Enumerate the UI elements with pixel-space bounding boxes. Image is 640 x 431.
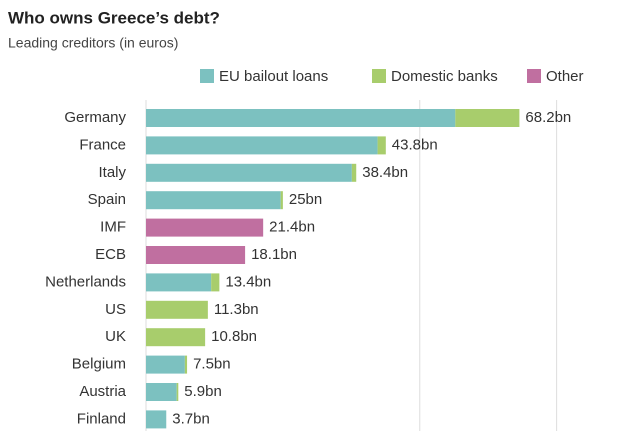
y-tick-label: UK [105,328,126,345]
y-tick-label: Netherlands [45,273,126,290]
bar-segment [351,163,357,182]
bar-segment [146,328,206,347]
y-tick-label: ECB [95,246,126,263]
bar-segment [146,410,167,429]
value-label: 18.1bn [251,246,297,263]
value-label: 68.2bn [525,109,571,126]
value-label: 11.3bn [214,301,259,318]
value-label: 38.4bn [362,164,408,181]
legend-label: Other [546,68,584,85]
bar-segment [184,355,188,374]
bar-segment [146,109,456,127]
bar-segment [146,246,246,264]
legend-swatch [200,69,214,83]
y-tick-label: US [105,301,126,318]
value-label: 21.4bn [269,219,315,236]
y-tick-label: Spain [88,191,126,208]
legend-label: Domestic banks [391,68,498,85]
y-tick-label: Belgium [72,356,126,373]
legend-swatch [372,69,386,83]
bar-segment [146,383,177,401]
bar-segment [146,218,264,237]
chart-title: Who owns Greece’s debt? [8,8,220,27]
value-label: 5.9bn [184,383,222,400]
y-tick-label: Austria [79,383,126,400]
y-tick-label: Italy [98,164,126,181]
bar-segment [146,163,352,182]
bar-segment [176,383,179,401]
value-label: 10.8bn [211,328,257,345]
bar-segment [455,109,520,127]
legend-label: EU bailout loans [219,68,328,85]
y-tick-label: Germany [64,109,126,126]
chart-subtitle: Leading creditors (in euros) [8,35,178,51]
y-tick-label: IMF [100,219,126,236]
value-label: 13.4bn [225,273,271,290]
y-tick-label: France [79,136,126,153]
bar-segment [377,136,386,155]
bar-segment [146,273,212,292]
bar-segment [146,191,281,210]
legend: EU bailout loans Domestic banks Other [200,68,584,85]
value-label: 43.8bn [392,136,438,153]
bar-segment [280,191,283,210]
value-label: 3.7bn [172,410,210,427]
y-tick-label: Finland [77,410,126,427]
bar-segment [146,136,378,155]
value-label: 25bn [289,191,322,208]
value-label: 7.5bn [193,356,231,373]
legend-swatch [527,69,541,83]
bar-segment [211,273,220,292]
bar-segment [146,300,208,319]
bar-segment [146,355,185,374]
